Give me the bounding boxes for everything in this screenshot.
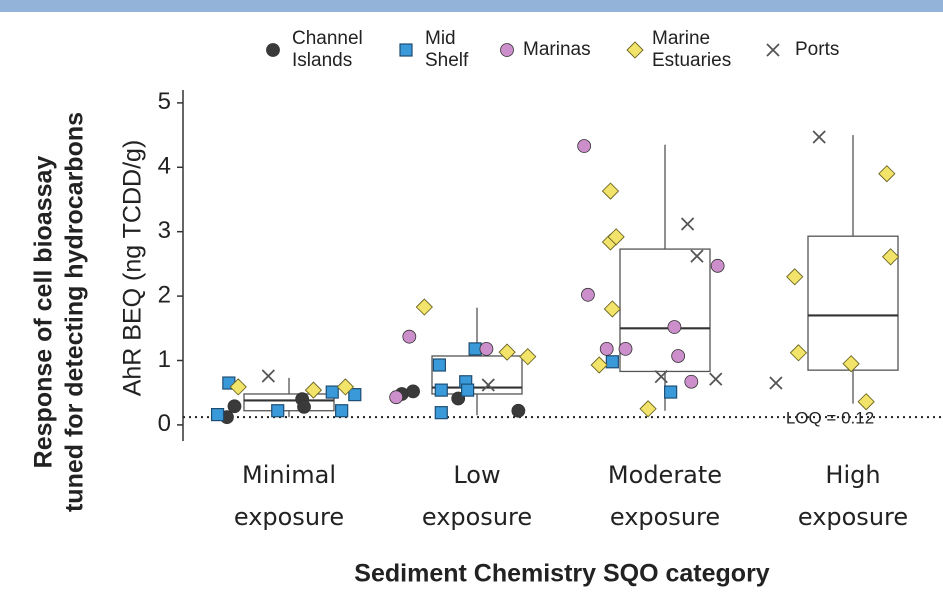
point xyxy=(667,320,682,334)
point xyxy=(304,381,323,399)
point xyxy=(461,383,475,397)
legend-label: Islands xyxy=(292,50,352,71)
x-tick-label: Low xyxy=(453,461,500,489)
point xyxy=(519,347,537,366)
point xyxy=(434,406,448,420)
legend-label: Shelf xyxy=(425,50,469,71)
point xyxy=(415,298,433,316)
point xyxy=(789,344,808,362)
point xyxy=(432,358,446,372)
chart-title: tuned for detecting hydrocarbons xyxy=(61,112,89,512)
point xyxy=(812,130,826,144)
legend-marker xyxy=(399,43,413,57)
y-tick-label: 5 xyxy=(158,88,171,115)
point xyxy=(402,329,417,344)
point xyxy=(406,384,420,399)
point xyxy=(297,399,311,414)
point xyxy=(599,342,614,356)
x-tick-label: Moderate xyxy=(608,461,722,489)
y-tick-label: 1 xyxy=(158,346,171,373)
x-axis-label: Sediment Chemistry SQO category xyxy=(354,560,770,588)
point xyxy=(639,400,657,418)
loq-label: LOQ = 0.12 xyxy=(786,409,874,428)
point xyxy=(271,404,285,418)
point xyxy=(654,369,668,384)
legend-marker xyxy=(500,43,514,57)
legend-label: Marinas xyxy=(523,39,591,60)
point xyxy=(511,403,526,418)
legend-label: Marine xyxy=(652,28,710,49)
legend-marker xyxy=(626,41,644,59)
x-tick-label: Minimal xyxy=(242,461,336,489)
point xyxy=(210,407,225,422)
point xyxy=(498,343,516,361)
legend-label: Mid xyxy=(425,28,456,49)
point xyxy=(581,287,595,302)
point xyxy=(680,217,695,231)
point xyxy=(261,369,275,383)
point xyxy=(348,388,362,402)
point xyxy=(434,383,448,397)
point xyxy=(481,378,495,392)
legend-marker xyxy=(766,43,780,57)
point xyxy=(671,349,686,363)
chart-title: Response of cell bioassay xyxy=(30,156,58,469)
x-tick-label: exposure xyxy=(798,503,908,531)
point xyxy=(229,378,247,396)
box xyxy=(619,248,711,373)
point xyxy=(389,390,404,405)
point xyxy=(842,355,860,373)
box xyxy=(243,393,335,412)
point xyxy=(227,399,242,414)
x-tick-label: exposure xyxy=(234,503,344,531)
x-tick-label: exposure xyxy=(610,503,720,531)
point xyxy=(590,356,608,374)
point xyxy=(607,228,625,246)
point xyxy=(601,182,620,200)
point xyxy=(325,385,339,399)
point xyxy=(878,165,896,183)
point xyxy=(468,342,482,356)
point xyxy=(709,372,723,386)
y-tick-label: 2 xyxy=(158,281,171,308)
y-tick-label: 0 xyxy=(158,410,171,437)
y-tick-label: 3 xyxy=(158,217,171,244)
point xyxy=(664,385,678,399)
point xyxy=(336,378,355,396)
point xyxy=(881,248,900,266)
legend-label: Estuaries xyxy=(652,50,731,71)
legend-label: Channel xyxy=(292,28,363,49)
legend-label: Ports xyxy=(795,39,839,60)
point xyxy=(857,393,875,411)
legend-marker xyxy=(266,43,280,57)
point xyxy=(769,376,783,390)
point xyxy=(690,249,704,263)
point xyxy=(335,404,349,418)
y-tick-label: 4 xyxy=(158,153,171,180)
point xyxy=(479,342,494,356)
point xyxy=(577,139,592,153)
point xyxy=(684,374,699,389)
point xyxy=(603,300,621,318)
point xyxy=(786,268,804,286)
y-axis-label: AhR BEQ (ng TCDD/g) xyxy=(119,140,147,397)
point xyxy=(605,355,619,369)
x-tick-label: exposure xyxy=(422,503,532,531)
box xyxy=(431,355,523,395)
x-tick-label: High xyxy=(825,461,880,489)
top-band xyxy=(0,0,943,12)
point xyxy=(710,258,725,273)
point xyxy=(618,342,633,356)
